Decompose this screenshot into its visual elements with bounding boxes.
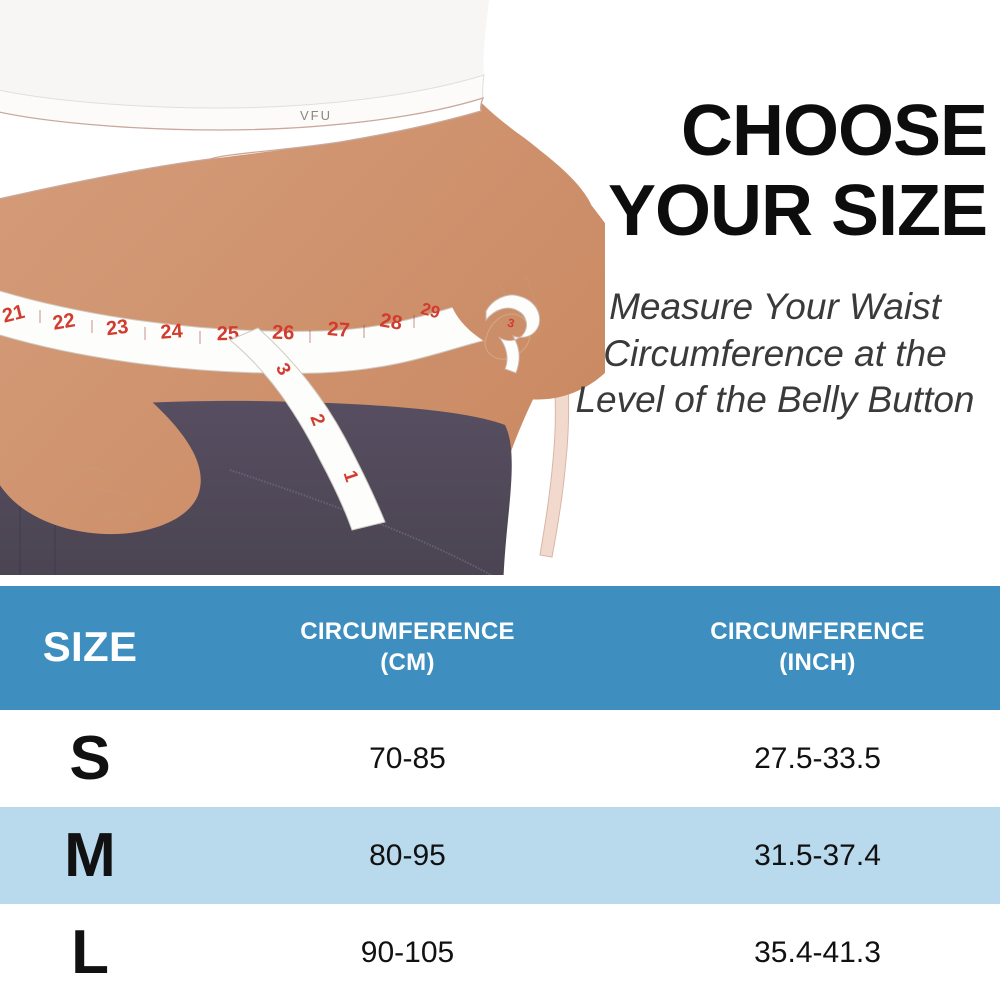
svg-text:VFU: VFU (300, 108, 332, 123)
svg-text:27: 27 (326, 318, 350, 342)
svg-text:28: 28 (378, 309, 404, 335)
svg-text:26: 26 (272, 322, 295, 345)
svg-text:23: 23 (105, 316, 130, 341)
svg-text:24: 24 (160, 320, 185, 344)
svg-text:22: 22 (51, 309, 77, 335)
